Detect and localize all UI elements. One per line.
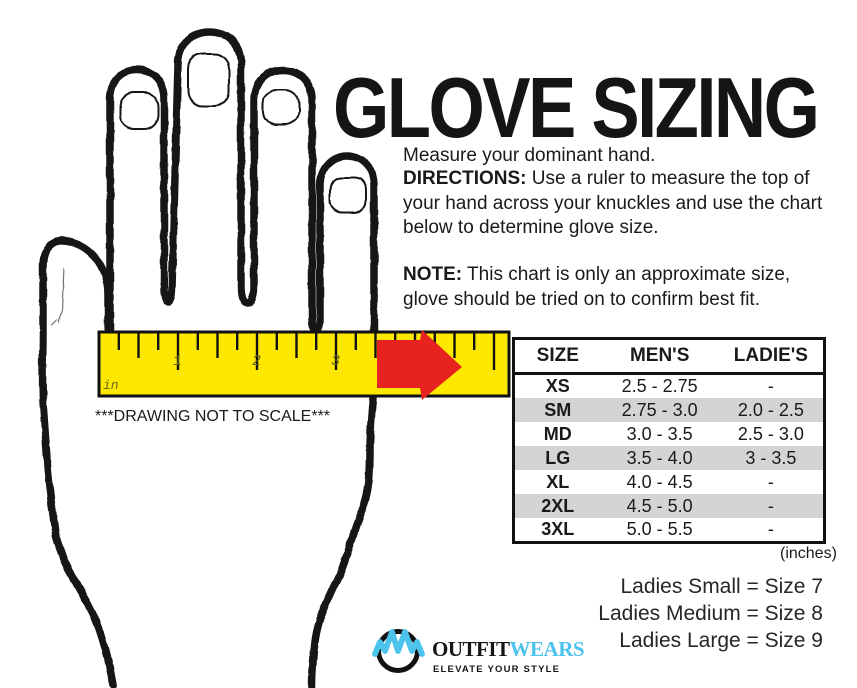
svg-text:3: 3 [331,353,340,370]
svg-text:2: 2 [252,353,261,370]
svg-text:1: 1 [173,353,182,370]
svg-text:in: in [103,378,119,393]
